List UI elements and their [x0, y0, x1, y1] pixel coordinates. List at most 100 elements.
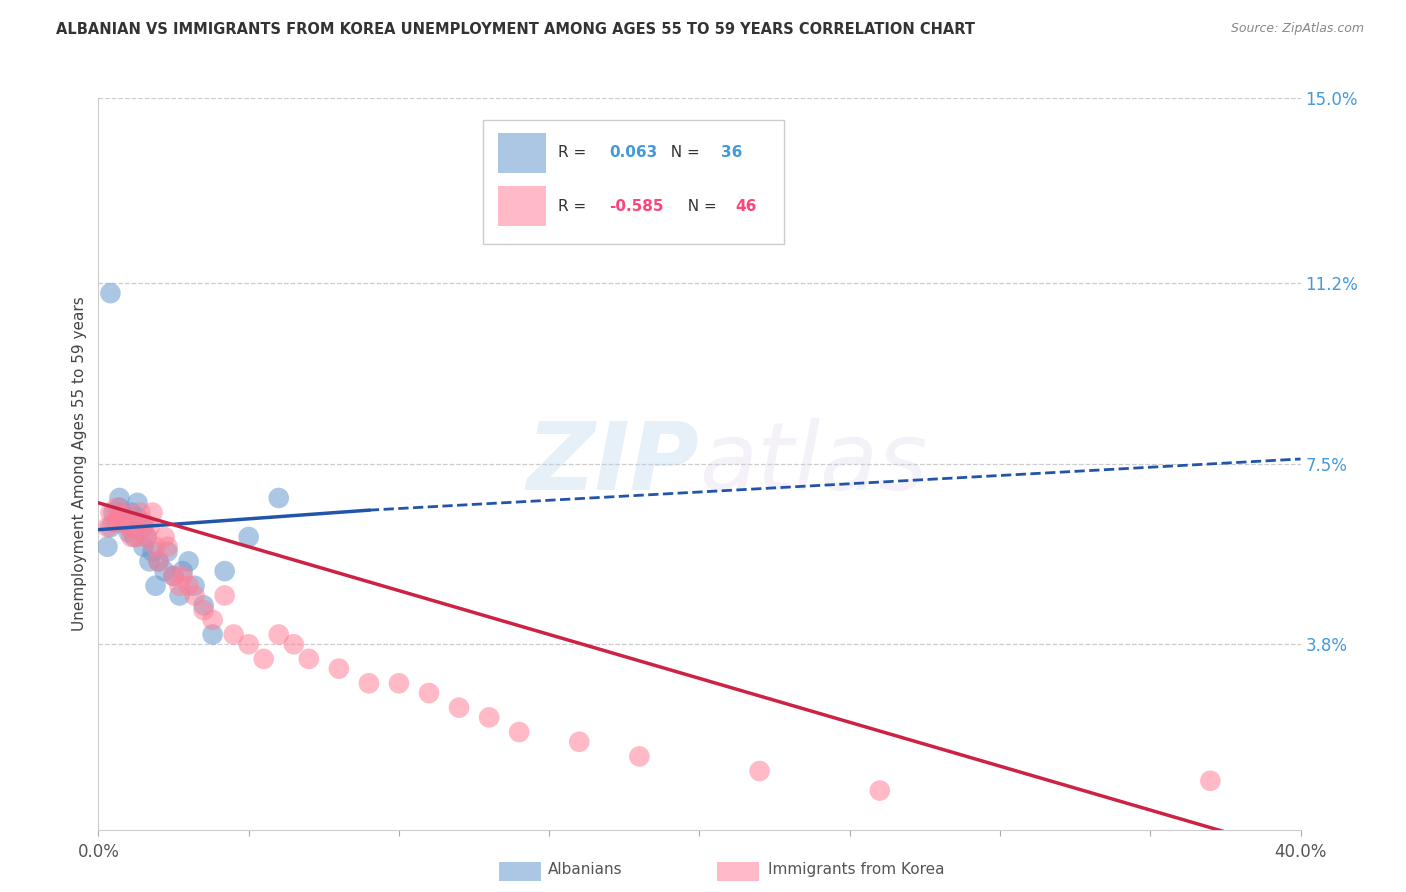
- Point: [111, 506, 134, 520]
- Point: [156, 540, 179, 554]
- Point: [418, 686, 440, 700]
- FancyBboxPatch shape: [498, 133, 546, 173]
- Point: [172, 569, 194, 583]
- Point: [162, 569, 184, 583]
- Point: [100, 286, 122, 301]
- Point: [238, 637, 260, 651]
- Point: [267, 491, 290, 505]
- Text: Immigrants from Korea: Immigrants from Korea: [768, 863, 945, 877]
- Point: [138, 554, 160, 568]
- Point: [141, 506, 163, 520]
- Point: [238, 530, 260, 544]
- Point: [447, 700, 470, 714]
- Point: [96, 520, 118, 534]
- Point: [141, 544, 163, 558]
- Point: [193, 603, 215, 617]
- Point: [177, 579, 200, 593]
- Point: [127, 496, 149, 510]
- Point: [121, 530, 143, 544]
- Point: [869, 783, 891, 797]
- Point: [117, 525, 139, 540]
- Point: [508, 725, 530, 739]
- Point: [124, 516, 146, 530]
- Point: [117, 520, 139, 534]
- Point: [183, 589, 205, 603]
- Point: [103, 516, 125, 530]
- Point: [135, 530, 157, 544]
- Text: R =: R =: [558, 199, 591, 213]
- Y-axis label: Unemployment Among Ages 55 to 59 years: Unemployment Among Ages 55 to 59 years: [72, 296, 87, 632]
- Point: [214, 589, 236, 603]
- FancyBboxPatch shape: [484, 120, 783, 244]
- Point: [127, 530, 149, 544]
- Point: [148, 554, 170, 568]
- Text: R =: R =: [558, 145, 591, 160]
- Point: [129, 506, 152, 520]
- Point: [568, 735, 591, 749]
- Text: N =: N =: [678, 199, 721, 213]
- Point: [153, 530, 176, 544]
- Point: [124, 530, 146, 544]
- Point: [156, 544, 179, 558]
- Point: [298, 652, 321, 666]
- Text: N =: N =: [661, 145, 704, 160]
- Point: [201, 627, 224, 641]
- Point: [129, 516, 152, 530]
- Point: [138, 520, 160, 534]
- Point: [114, 506, 136, 520]
- Text: Albanians: Albanians: [548, 863, 623, 877]
- Point: [283, 637, 305, 651]
- Point: [114, 516, 136, 530]
- Point: [127, 510, 149, 524]
- Point: [121, 506, 143, 520]
- Point: [108, 491, 131, 505]
- Point: [117, 510, 139, 524]
- Point: [628, 749, 651, 764]
- Point: [214, 564, 236, 578]
- Point: [201, 613, 224, 627]
- Point: [1199, 773, 1222, 788]
- Point: [105, 500, 128, 515]
- Point: [193, 599, 215, 613]
- Text: Source: ZipAtlas.com: Source: ZipAtlas.com: [1230, 22, 1364, 36]
- Point: [748, 764, 770, 778]
- Point: [388, 676, 411, 690]
- Point: [328, 662, 350, 676]
- Point: [172, 564, 194, 578]
- Point: [96, 540, 118, 554]
- Point: [132, 516, 155, 530]
- Point: [145, 540, 167, 554]
- Point: [357, 676, 380, 690]
- Point: [108, 510, 131, 524]
- Point: [169, 589, 191, 603]
- Point: [177, 554, 200, 568]
- FancyBboxPatch shape: [498, 186, 546, 227]
- Text: 0.063: 0.063: [609, 145, 658, 160]
- Text: atlas: atlas: [700, 418, 928, 509]
- Point: [169, 579, 191, 593]
- Point: [153, 564, 176, 578]
- Point: [135, 530, 157, 544]
- Point: [111, 516, 134, 530]
- Point: [222, 627, 245, 641]
- Point: [121, 520, 143, 534]
- Point: [108, 500, 131, 515]
- Point: [100, 506, 122, 520]
- Text: ZIP: ZIP: [527, 417, 700, 510]
- Point: [132, 520, 155, 534]
- Point: [253, 652, 276, 666]
- Point: [148, 554, 170, 568]
- Point: [105, 516, 128, 530]
- Point: [478, 710, 501, 724]
- Point: [162, 569, 184, 583]
- Text: ALBANIAN VS IMMIGRANTS FROM KOREA UNEMPLOYMENT AMONG AGES 55 TO 59 YEARS CORRELA: ALBANIAN VS IMMIGRANTS FROM KOREA UNEMPL…: [56, 22, 976, 37]
- Point: [267, 627, 290, 641]
- Text: -0.585: -0.585: [609, 199, 664, 213]
- Text: 36: 36: [721, 145, 742, 160]
- Point: [132, 540, 155, 554]
- Text: 46: 46: [735, 199, 756, 213]
- Point: [145, 579, 167, 593]
- Point: [103, 506, 125, 520]
- Point: [100, 520, 122, 534]
- Point: [183, 579, 205, 593]
